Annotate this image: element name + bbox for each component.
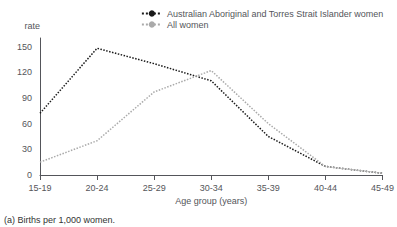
svg-text:120: 120	[17, 67, 32, 77]
svg-text:40-44: 40-44	[314, 183, 337, 193]
svg-text:20-24: 20-24	[86, 183, 109, 193]
svg-text:(a) Births per 1,000 women.: (a) Births per 1,000 women.	[4, 215, 115, 225]
svg-text:45-49: 45-49	[371, 183, 394, 193]
svg-text:0: 0	[27, 170, 32, 180]
svg-text:150: 150	[17, 42, 32, 52]
svg-text:15-19: 15-19	[28, 183, 51, 193]
svg-text:Australian Aboriginal and Torr: Australian Aboriginal and Torres Strait …	[167, 9, 383, 19]
svg-text:35-39: 35-39	[257, 183, 280, 193]
svg-text:25-29: 25-29	[143, 183, 166, 193]
svg-text:Age group (years): Age group (years)	[175, 196, 247, 206]
svg-text:30-34: 30-34	[200, 183, 223, 193]
svg-text:90: 90	[22, 93, 32, 103]
svg-text:30: 30	[22, 144, 32, 154]
svg-text:60: 60	[22, 119, 32, 129]
svg-text:rate: rate	[24, 21, 40, 31]
svg-text:All women: All women	[167, 20, 209, 30]
